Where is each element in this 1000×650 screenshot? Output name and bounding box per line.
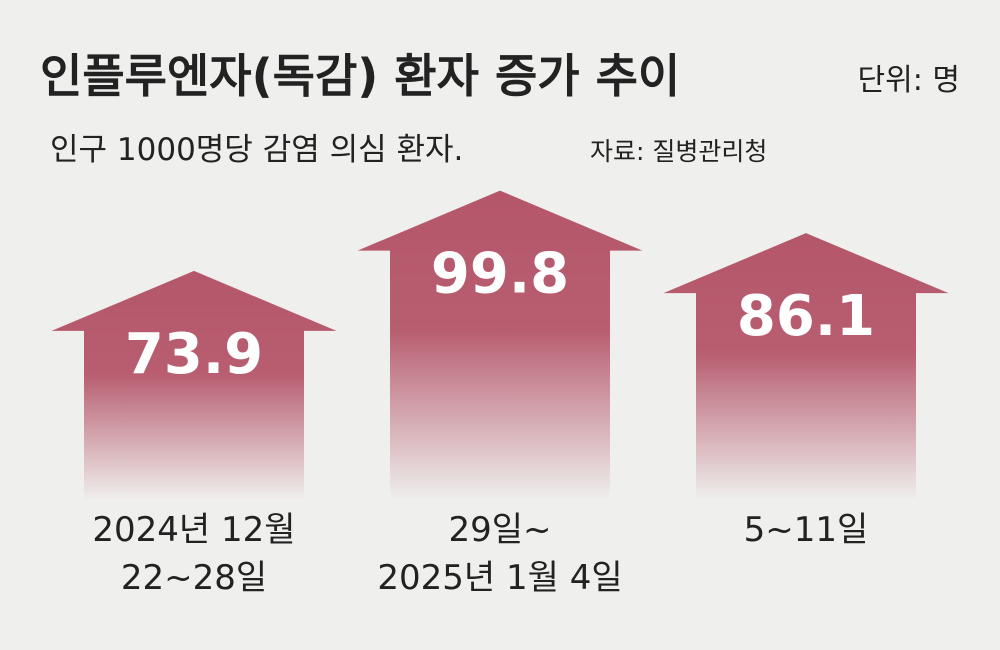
arrow-bar [51, 270, 337, 500]
value-label: 73.9 [125, 322, 263, 387]
category-label: 2024년 12월 22~28일 [92, 510, 296, 598]
arrow-bar [663, 233, 949, 500]
category-label: 5~11일 [743, 510, 869, 550]
value-label: 99.8 [431, 242, 569, 307]
chart-title: 인플루엔자(독감) 환자 증가 추이 [40, 49, 680, 103]
source: 자료: 질병관리청 [590, 137, 767, 166]
category-label: 29일~ 2025년 1월 4일 [377, 510, 623, 598]
arrow-bar [357, 190, 643, 500]
subtitle: 인구 1000명당 감염 의심 환자. [50, 132, 463, 168]
unit: 단위: 명 [858, 63, 960, 98]
value-label: 86.1 [737, 284, 875, 349]
